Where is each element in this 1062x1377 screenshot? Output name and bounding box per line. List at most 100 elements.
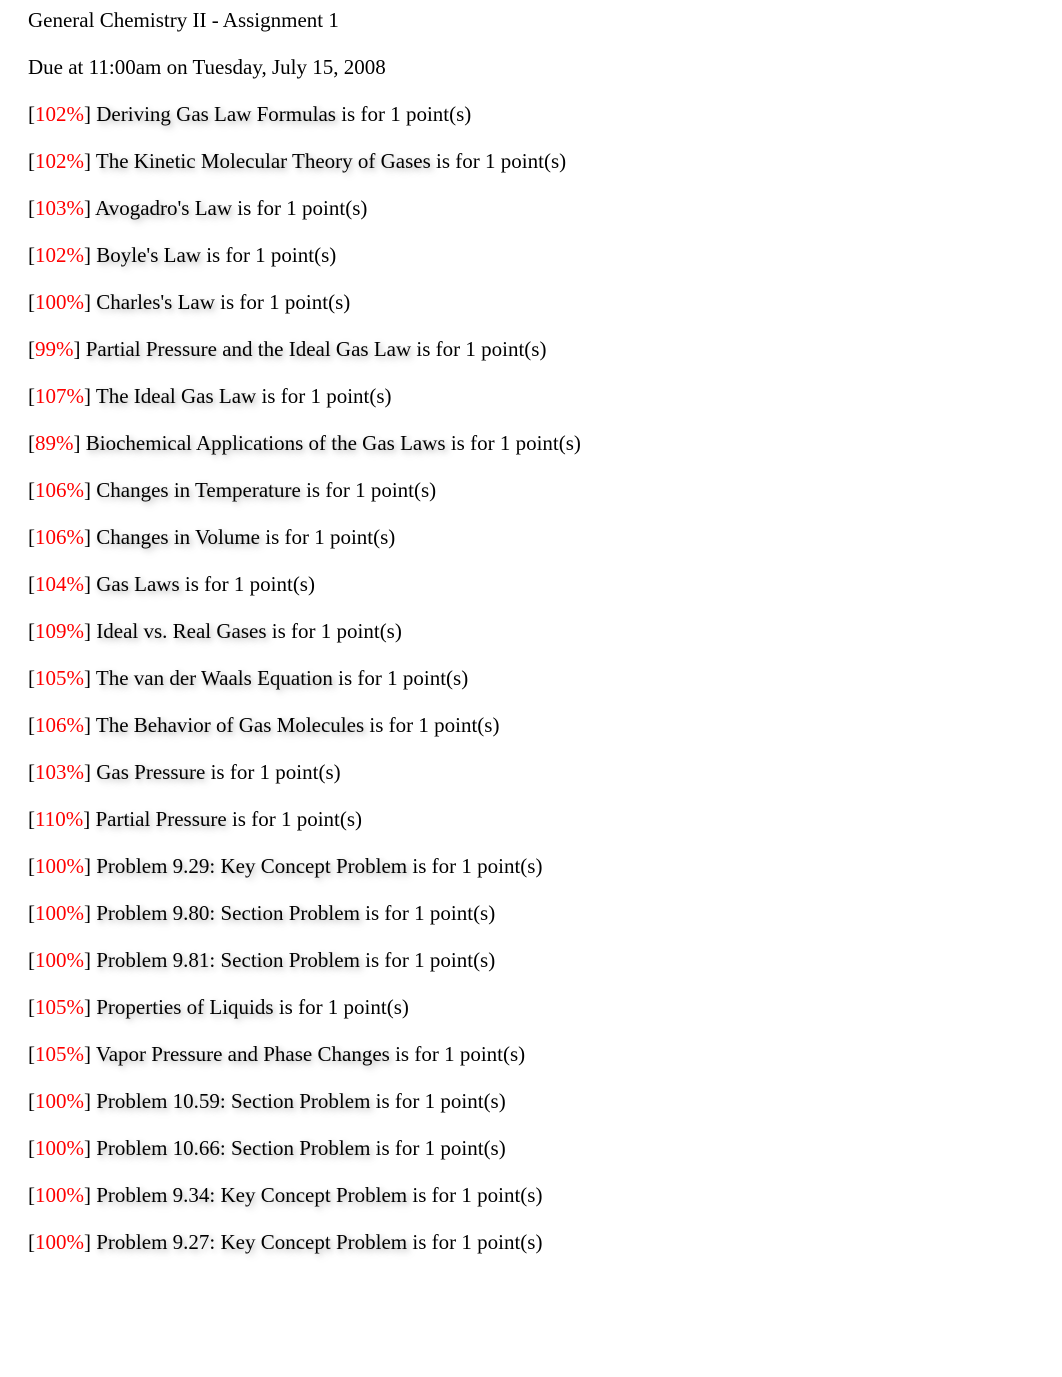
- assignment-row: [103%] Gas Pressure is for 1 point(s): [28, 760, 1034, 785]
- score-percent: 100%: [35, 1136, 84, 1160]
- score-percent: 106%: [35, 525, 84, 549]
- points-label: is for 1 point(s): [446, 431, 581, 455]
- score-percent: 109%: [35, 619, 84, 643]
- assignment-row: [100%] Problem 10.66: Section Problem is…: [28, 1136, 1034, 1161]
- score-percent: 102%: [35, 102, 84, 126]
- assignment-row: [100%] Problem 9.34: Key Concept Problem…: [28, 1183, 1034, 1208]
- points-label: is for 1 point(s): [333, 666, 468, 690]
- points-label: is for 1 point(s): [370, 1089, 505, 1113]
- score-percent: 102%: [35, 149, 84, 173]
- assignment-list: [102%] Deriving Gas Law Formulas is for …: [28, 102, 1034, 1255]
- assignment-link[interactable]: Problem 9.80: Section Problem: [96, 901, 360, 925]
- assignment-link[interactable]: Gas Laws: [96, 572, 179, 596]
- assignment-link[interactable]: Biochemical Applications of the Gas Laws: [86, 431, 446, 455]
- points-label: is for 1 point(s): [360, 901, 495, 925]
- assignment-row: [103%] Avogadro's Law is for 1 point(s): [28, 196, 1034, 221]
- score-percent: 106%: [35, 713, 84, 737]
- assignment-link[interactable]: Problem 9.27: Key Concept Problem: [96, 1230, 407, 1254]
- points-label: is for 1 point(s): [301, 478, 436, 502]
- score-percent: 100%: [35, 1183, 84, 1207]
- assignment-link[interactable]: Properties of Liquids: [96, 995, 273, 1019]
- due-date: Due at 11:00am on Tuesday, July 15, 2008: [28, 55, 1034, 80]
- score-percent: 89%: [35, 431, 74, 455]
- assignment-link[interactable]: The van der Waals Equation: [96, 666, 333, 690]
- score-percent: 105%: [35, 666, 84, 690]
- assignment-row: [106%] Changes in Temperature is for 1 p…: [28, 478, 1034, 503]
- points-label: is for 1 point(s): [407, 854, 542, 878]
- assignment-row: [89%] Biochemical Applications of the Ga…: [28, 431, 1034, 456]
- assignment-link[interactable]: Deriving Gas Law Formulas: [96, 102, 336, 126]
- score-percent: 103%: [35, 196, 84, 220]
- assignment-row: [107%] The Ideal Gas Law is for 1 point(…: [28, 384, 1034, 409]
- assignment-link[interactable]: Changes in Temperature: [96, 478, 301, 502]
- assignment-row: [102%] Deriving Gas Law Formulas is for …: [28, 102, 1034, 127]
- score-percent: 102%: [35, 243, 84, 267]
- score-percent: 105%: [35, 995, 84, 1019]
- points-label: is for 1 point(s): [260, 525, 395, 549]
- points-label: is for 1 point(s): [390, 1042, 525, 1066]
- assignment-link[interactable]: Partial Pressure and the Ideal Gas Law: [86, 337, 411, 361]
- score-percent: 100%: [35, 1230, 84, 1254]
- assignment-row: [109%] Ideal vs. Real Gases is for 1 poi…: [28, 619, 1034, 644]
- score-percent: 100%: [35, 901, 84, 925]
- points-label: is for 1 point(s): [215, 290, 350, 314]
- page-title: General Chemistry II - Assignment 1: [28, 8, 1034, 33]
- points-label: is for 1 point(s): [411, 337, 546, 361]
- points-label: is for 1 point(s): [267, 619, 402, 643]
- points-label: is for 1 point(s): [407, 1230, 542, 1254]
- assignment-row: [100%] Problem 10.59: Section Problem is…: [28, 1089, 1034, 1114]
- score-percent: 100%: [35, 1089, 84, 1113]
- points-label: is for 1 point(s): [256, 384, 391, 408]
- assignment-link[interactable]: Charles's Law: [96, 290, 215, 314]
- assignment-link[interactable]: Changes in Volume: [96, 525, 260, 549]
- score-percent: 106%: [35, 478, 84, 502]
- score-percent: 105%: [35, 1042, 84, 1066]
- points-label: is for 1 point(s): [360, 948, 495, 972]
- assignment-link[interactable]: Problem 9.29: Key Concept Problem: [96, 854, 407, 878]
- assignment-row: [100%] Problem 9.81: Section Problem is …: [28, 948, 1034, 973]
- assignment-link[interactable]: The Ideal Gas Law: [96, 384, 256, 408]
- points-label: is for 1 point(s): [232, 196, 367, 220]
- points-label: is for 1 point(s): [180, 572, 315, 596]
- assignment-link[interactable]: Vapor Pressure and Phase Changes: [96, 1042, 390, 1066]
- assignment-row: [106%] The Behavior of Gas Molecules is …: [28, 713, 1034, 738]
- assignment-row: [100%] Problem 9.29: Key Concept Problem…: [28, 854, 1034, 879]
- assignment-row: [105%] The van der Waals Equation is for…: [28, 666, 1034, 691]
- score-percent: 107%: [35, 384, 84, 408]
- assignment-link[interactable]: Avogadro's Law: [95, 196, 232, 220]
- points-label: is for 1 point(s): [336, 102, 471, 126]
- points-label: is for 1 point(s): [201, 243, 336, 267]
- assignment-row: [105%] Vapor Pressure and Phase Changes …: [28, 1042, 1034, 1067]
- assignment-link[interactable]: Boyle's Law: [96, 243, 201, 267]
- assignment-row: [100%] Problem 9.80: Section Problem is …: [28, 901, 1034, 926]
- assignment-link[interactable]: Problem 10.59: Section Problem: [96, 1089, 370, 1113]
- assignment-row: [99%] Partial Pressure and the Ideal Gas…: [28, 337, 1034, 362]
- assignment-link[interactable]: The Behavior of Gas Molecules: [96, 713, 364, 737]
- points-label: is for 1 point(s): [274, 995, 409, 1019]
- score-percent: 104%: [35, 572, 84, 596]
- assignment-row: [100%] Problem 9.27: Key Concept Problem…: [28, 1230, 1034, 1255]
- assignment-row: [104%] Gas Laws is for 1 point(s): [28, 572, 1034, 597]
- assignment-link[interactable]: The Kinetic Molecular Theory of Gases: [96, 149, 431, 173]
- score-percent: 99%: [35, 337, 74, 361]
- assignment-row: [105%] Properties of Liquids is for 1 po…: [28, 995, 1034, 1020]
- score-percent: 110%: [35, 807, 83, 831]
- assignment-link[interactable]: Problem 9.81: Section Problem: [96, 948, 360, 972]
- points-label: is for 1 point(s): [431, 149, 566, 173]
- score-percent: 103%: [35, 760, 84, 784]
- points-label: is for 1 point(s): [364, 713, 499, 737]
- assignment-link[interactable]: Ideal vs. Real Gases: [96, 619, 266, 643]
- assignment-link[interactable]: Gas Pressure: [96, 760, 205, 784]
- assignment-row: [102%] The Kinetic Molecular Theory of G…: [28, 149, 1034, 174]
- points-label: is for 1 point(s): [227, 807, 362, 831]
- score-percent: 100%: [35, 948, 84, 972]
- score-percent: 100%: [35, 854, 84, 878]
- points-label: is for 1 point(s): [407, 1183, 542, 1207]
- assignment-link[interactable]: Partial Pressure: [95, 807, 226, 831]
- points-label: is for 1 point(s): [370, 1136, 505, 1160]
- assignment-link[interactable]: Problem 9.34: Key Concept Problem: [96, 1183, 407, 1207]
- points-label: is for 1 point(s): [205, 760, 340, 784]
- assignment-row: [110%] Partial Pressure is for 1 point(s…: [28, 807, 1034, 832]
- assignment-link[interactable]: Problem 10.66: Section Problem: [96, 1136, 370, 1160]
- assignment-row: [106%] Changes in Volume is for 1 point(…: [28, 525, 1034, 550]
